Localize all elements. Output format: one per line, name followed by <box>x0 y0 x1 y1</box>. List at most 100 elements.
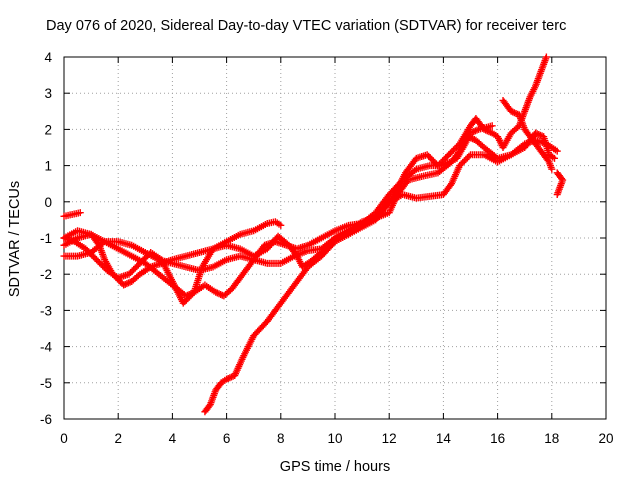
data-point-marker <box>449 146 457 154</box>
data-point-marker <box>445 151 453 159</box>
data-point-marker <box>83 246 91 254</box>
x-tick-label: 12 <box>382 431 397 446</box>
data-point-marker <box>442 154 450 162</box>
data-point-marker <box>179 299 187 307</box>
data-point-marker <box>96 259 104 267</box>
data-point-marker <box>443 152 451 160</box>
y-tick-label: -2 <box>40 267 52 282</box>
y-tick-label: -1 <box>40 231 52 246</box>
data-point-marker <box>431 158 439 166</box>
x-tick-label: 2 <box>114 431 122 446</box>
data-point-marker <box>213 289 221 297</box>
data-point-marker <box>488 122 496 130</box>
data-point-marker <box>509 108 517 116</box>
data-point-marker <box>226 374 234 382</box>
data-point-marker <box>429 157 437 165</box>
x-tick-label: 8 <box>277 431 285 446</box>
data-point-marker <box>439 157 447 165</box>
x-tick-label: 6 <box>223 431 231 446</box>
y-tick-label: -6 <box>40 412 52 427</box>
data-point-marker <box>426 154 434 162</box>
data-point-marker <box>127 269 135 277</box>
data-point-marker <box>448 148 456 156</box>
data-point-marker <box>436 160 444 168</box>
data-point-marker <box>460 157 468 165</box>
data-point-marker <box>215 290 223 298</box>
data-point-marker <box>88 251 96 259</box>
data-point-marker <box>451 145 459 153</box>
data-point-marker <box>446 149 454 157</box>
data-point-marker <box>553 147 561 155</box>
data-point-marker <box>485 128 493 136</box>
data-point-marker <box>224 374 232 382</box>
data-point-marker <box>471 127 479 135</box>
data-point-marker <box>100 263 108 271</box>
data-point-marker <box>533 130 541 138</box>
y-tick-label: 1 <box>44 159 52 174</box>
data-point-marker <box>142 253 150 261</box>
data-point-marker <box>483 127 491 135</box>
y-tick-label: -5 <box>40 376 52 391</box>
data-point-marker <box>85 248 93 256</box>
data-point-marker <box>535 130 543 138</box>
data-point-marker <box>462 155 470 163</box>
x-tick-label: 0 <box>60 431 68 446</box>
data-point-marker <box>532 129 540 137</box>
data-point-marker <box>510 109 518 117</box>
x-tick-label: 10 <box>327 431 342 446</box>
data-point-marker <box>459 158 467 166</box>
y-tick-label: -3 <box>40 303 52 318</box>
y-axis-ticks: -6 -5 -4 -3 -2 -1 0 1 2 3 4 <box>40 50 606 427</box>
data-point-marker <box>123 280 131 288</box>
series-track-1 <box>60 209 84 220</box>
chart-title: Day 076 of 2020, Sidereal Day-to-day VTE… <box>46 18 567 34</box>
data-point-marker <box>181 298 189 306</box>
data-point-marker <box>125 270 133 278</box>
data-point-marker <box>440 155 448 163</box>
data-point-marker <box>480 125 488 133</box>
data-point-marker <box>121 280 129 288</box>
data-point-marker <box>469 135 477 143</box>
data-point-marker <box>130 266 138 274</box>
data-point-marker <box>93 256 101 264</box>
x-tick-label: 20 <box>598 431 613 446</box>
data-point-marker <box>553 191 561 199</box>
data-point-marker <box>468 128 476 136</box>
data-point-marker <box>128 267 136 275</box>
data-point-marker <box>218 291 226 299</box>
y-tick-label: 4 <box>44 50 52 65</box>
data-point-marker <box>277 221 285 229</box>
data-point-marker <box>76 209 84 217</box>
data-point-marker <box>456 162 464 170</box>
x-tick-label: 18 <box>544 431 559 446</box>
data-point-marker <box>185 290 193 298</box>
data-point-marker <box>467 134 475 142</box>
data-point-marker <box>133 262 141 270</box>
data-point-marker <box>463 154 471 162</box>
data-point-marker <box>94 257 102 265</box>
data-point-marker <box>91 254 99 262</box>
x-tick-label: 4 <box>169 431 177 446</box>
data-point-marker <box>465 152 473 160</box>
y-axis-label: SDTVAR / TECUs <box>7 181 23 297</box>
data-point-marker <box>89 253 97 261</box>
series-track-7 <box>499 96 556 173</box>
data-point-marker <box>182 292 190 300</box>
data-point-marker <box>223 375 231 383</box>
data-point-marker <box>124 279 132 287</box>
data-point-marker <box>457 160 465 168</box>
data-point-marker <box>548 165 556 173</box>
data-point-marker <box>134 261 142 269</box>
data-point-marker <box>425 152 433 160</box>
data-point-marker <box>144 252 152 260</box>
data-point-marker <box>428 155 436 163</box>
data-point-marker <box>437 158 445 166</box>
data-point-marker <box>482 126 490 134</box>
y-tick-label: 3 <box>44 86 52 101</box>
data-point-marker <box>212 288 220 296</box>
data-point-marker <box>453 143 461 151</box>
data-point-marker <box>86 250 94 258</box>
data-point-marker <box>82 245 90 253</box>
data-point-marker <box>465 133 473 141</box>
data-point-marker <box>470 128 478 136</box>
